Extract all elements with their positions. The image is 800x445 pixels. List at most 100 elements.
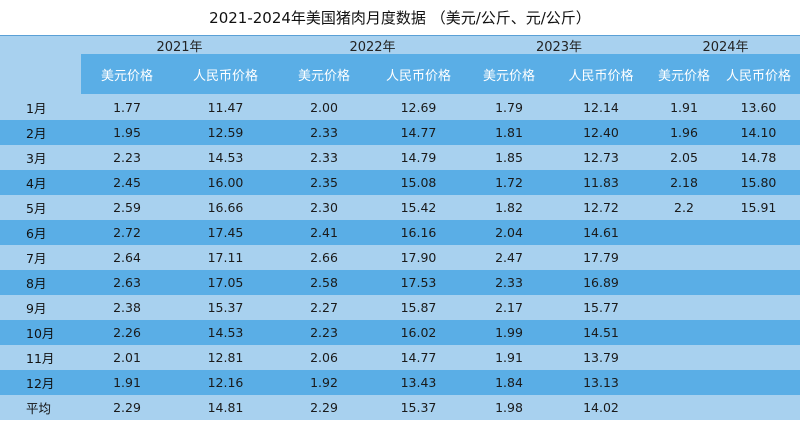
table-cell — [717, 245, 800, 270]
table-cell: 2.2 — [674, 200, 694, 215]
table-cell — [651, 270, 717, 295]
table-cell: 17.79 — [583, 250, 619, 265]
table-cell: 2.66 — [310, 250, 338, 265]
table-cell — [717, 370, 800, 395]
table-cell — [651, 295, 717, 320]
table-cell: 11.47 — [207, 99, 244, 115]
table-cell: 2.29 — [310, 400, 338, 415]
table-cell — [717, 395, 800, 420]
table-cell — [651, 220, 717, 245]
table-cell: 2.18 — [670, 175, 698, 190]
table-cell: 12.40 — [583, 125, 619, 140]
table-cell: 1.91 — [113, 375, 141, 390]
row-label: 4月 — [26, 176, 47, 191]
column-header: 美元价格 — [651, 54, 717, 94]
table-cell: 15.91 — [740, 200, 777, 215]
table-cell: 2.33 — [495, 275, 523, 290]
table-cell: 14.61 — [583, 225, 619, 240]
table-cell: 2.26 — [113, 325, 141, 340]
table-cell — [717, 295, 800, 320]
table-cell: 13.43 — [400, 375, 437, 390]
table-cell: 2.58 — [310, 275, 338, 290]
table-cell: 2.59 — [113, 200, 141, 215]
table-cell: 2.41 — [310, 225, 338, 240]
table-cell — [651, 320, 717, 345]
table-cell: 1.81 — [495, 125, 523, 140]
table-cell: 1.92 — [310, 375, 338, 390]
table-cell: 2.06 — [310, 350, 338, 365]
row-label: 1月 — [26, 100, 47, 116]
column-header: 人民币价格 — [551, 54, 651, 94]
table-cell: 17.90 — [400, 250, 437, 265]
table-cell: 2.05 — [670, 150, 698, 165]
table-cell: 2.04 — [495, 225, 523, 240]
table-cell — [717, 270, 800, 295]
table-row: 1月 1.77 11.47 2.00 12.69 1.79 12.14 1.91 13.60 — [0, 94, 800, 120]
table-cell: 13.79 — [583, 350, 619, 365]
table-cell: 14.53 — [207, 150, 244, 165]
row-label: 9月 — [26, 301, 47, 316]
column-header: 美元价格 — [467, 54, 551, 94]
year-header-row: 2021年 2022年 2023年 2024年 — [0, 36, 800, 55]
table-cell: 2.23 — [310, 325, 338, 340]
table-cell: 14.53 — [207, 325, 244, 340]
table-cell: 12.72 — [583, 200, 619, 215]
column-header-row: 美元价格 人民币价格 美元价格 人民币价格 美元价格 人民币价格 美元价格 人民… — [0, 54, 800, 94]
year-header-2022: 2022年 — [349, 39, 396, 55]
table-cell: 1.72 — [495, 175, 523, 190]
table-cell: 12.69 — [400, 99, 437, 115]
table-cell: 15.87 — [400, 300, 437, 315]
table-cell: 2.47 — [495, 250, 523, 265]
table-cell: 1.98 — [495, 400, 523, 415]
table-cell: 12.73 — [583, 150, 619, 165]
row-label: 5月 — [26, 201, 47, 216]
row-label: 2月 — [26, 126, 47, 141]
table-cell: 1.91 — [670, 99, 698, 115]
table-cell: 15.37 — [207, 300, 244, 315]
table-cell — [717, 220, 800, 245]
column-header: 美元价格 — [278, 54, 370, 94]
table-cell: 17.11 — [207, 250, 244, 265]
table-cell: 15.77 — [583, 300, 619, 315]
table-cell: 1.91 — [495, 350, 523, 365]
table-cell: 2.33 — [310, 150, 338, 165]
table-cell: 2.17 — [495, 300, 523, 315]
table-cell: 14.77 — [400, 125, 437, 140]
table-cell: 1.96 — [670, 125, 698, 140]
corner-cell — [0, 36, 81, 54]
table-row: 3月 2.23 14.53 2.33 14.79 1.85 12.73 2.05 14.78 — [0, 145, 800, 170]
row-label: 11月 — [26, 351, 55, 366]
table-cell: 2.72 — [113, 225, 141, 240]
year-header-2021: 2021年 — [156, 39, 203, 55]
table-cell: 12.16 — [207, 375, 244, 390]
table-cell: 17.53 — [400, 275, 437, 290]
table-cell: 16.00 — [207, 175, 244, 190]
table-cell: 13.60 — [740, 99, 777, 115]
table-cell: 14.81 — [207, 400, 244, 415]
table-row: 7月 2.64 17.11 2.66 17.90 2.47 17.79 — [0, 245, 800, 270]
column-header: 人民币价格 — [173, 54, 278, 94]
table-cell: 1.95 — [113, 125, 141, 140]
column-header: 人民币价格 — [370, 54, 467, 94]
year-header-2024: 2024年 — [702, 39, 749, 55]
table-cell: 2.35 — [310, 175, 338, 190]
table-cell — [717, 345, 800, 370]
table-cell: 2.64 — [113, 250, 141, 265]
row-label: 12月 — [26, 376, 55, 391]
table-cell: 2.45 — [113, 175, 141, 190]
title-divider — [0, 35, 800, 36]
table-cell: 14.10 — [740, 125, 777, 140]
table-cell: 1.84 — [495, 375, 523, 390]
table-cell: 2.00 — [310, 99, 338, 115]
table-row: 5月 2.59 16.66 2.30 15.42 1.82 12.72 2.2 15.91 — [0, 195, 800, 220]
table-cell: 12.14 — [583, 99, 619, 115]
row-label: 8月 — [26, 276, 47, 291]
table-cell: 12.59 — [207, 125, 244, 140]
table-row: 12月 1.91 12.16 1.92 13.43 1.84 13.13 — [0, 370, 800, 395]
table-cell: 17.45 — [207, 225, 244, 240]
table-row: 9月 2.38 15.37 2.27 15.87 2.17 15.77 — [0, 295, 800, 320]
table-cell: 1.85 — [495, 150, 523, 165]
table-cell: 11.83 — [583, 175, 619, 190]
table-cell: 1.79 — [495, 99, 523, 115]
